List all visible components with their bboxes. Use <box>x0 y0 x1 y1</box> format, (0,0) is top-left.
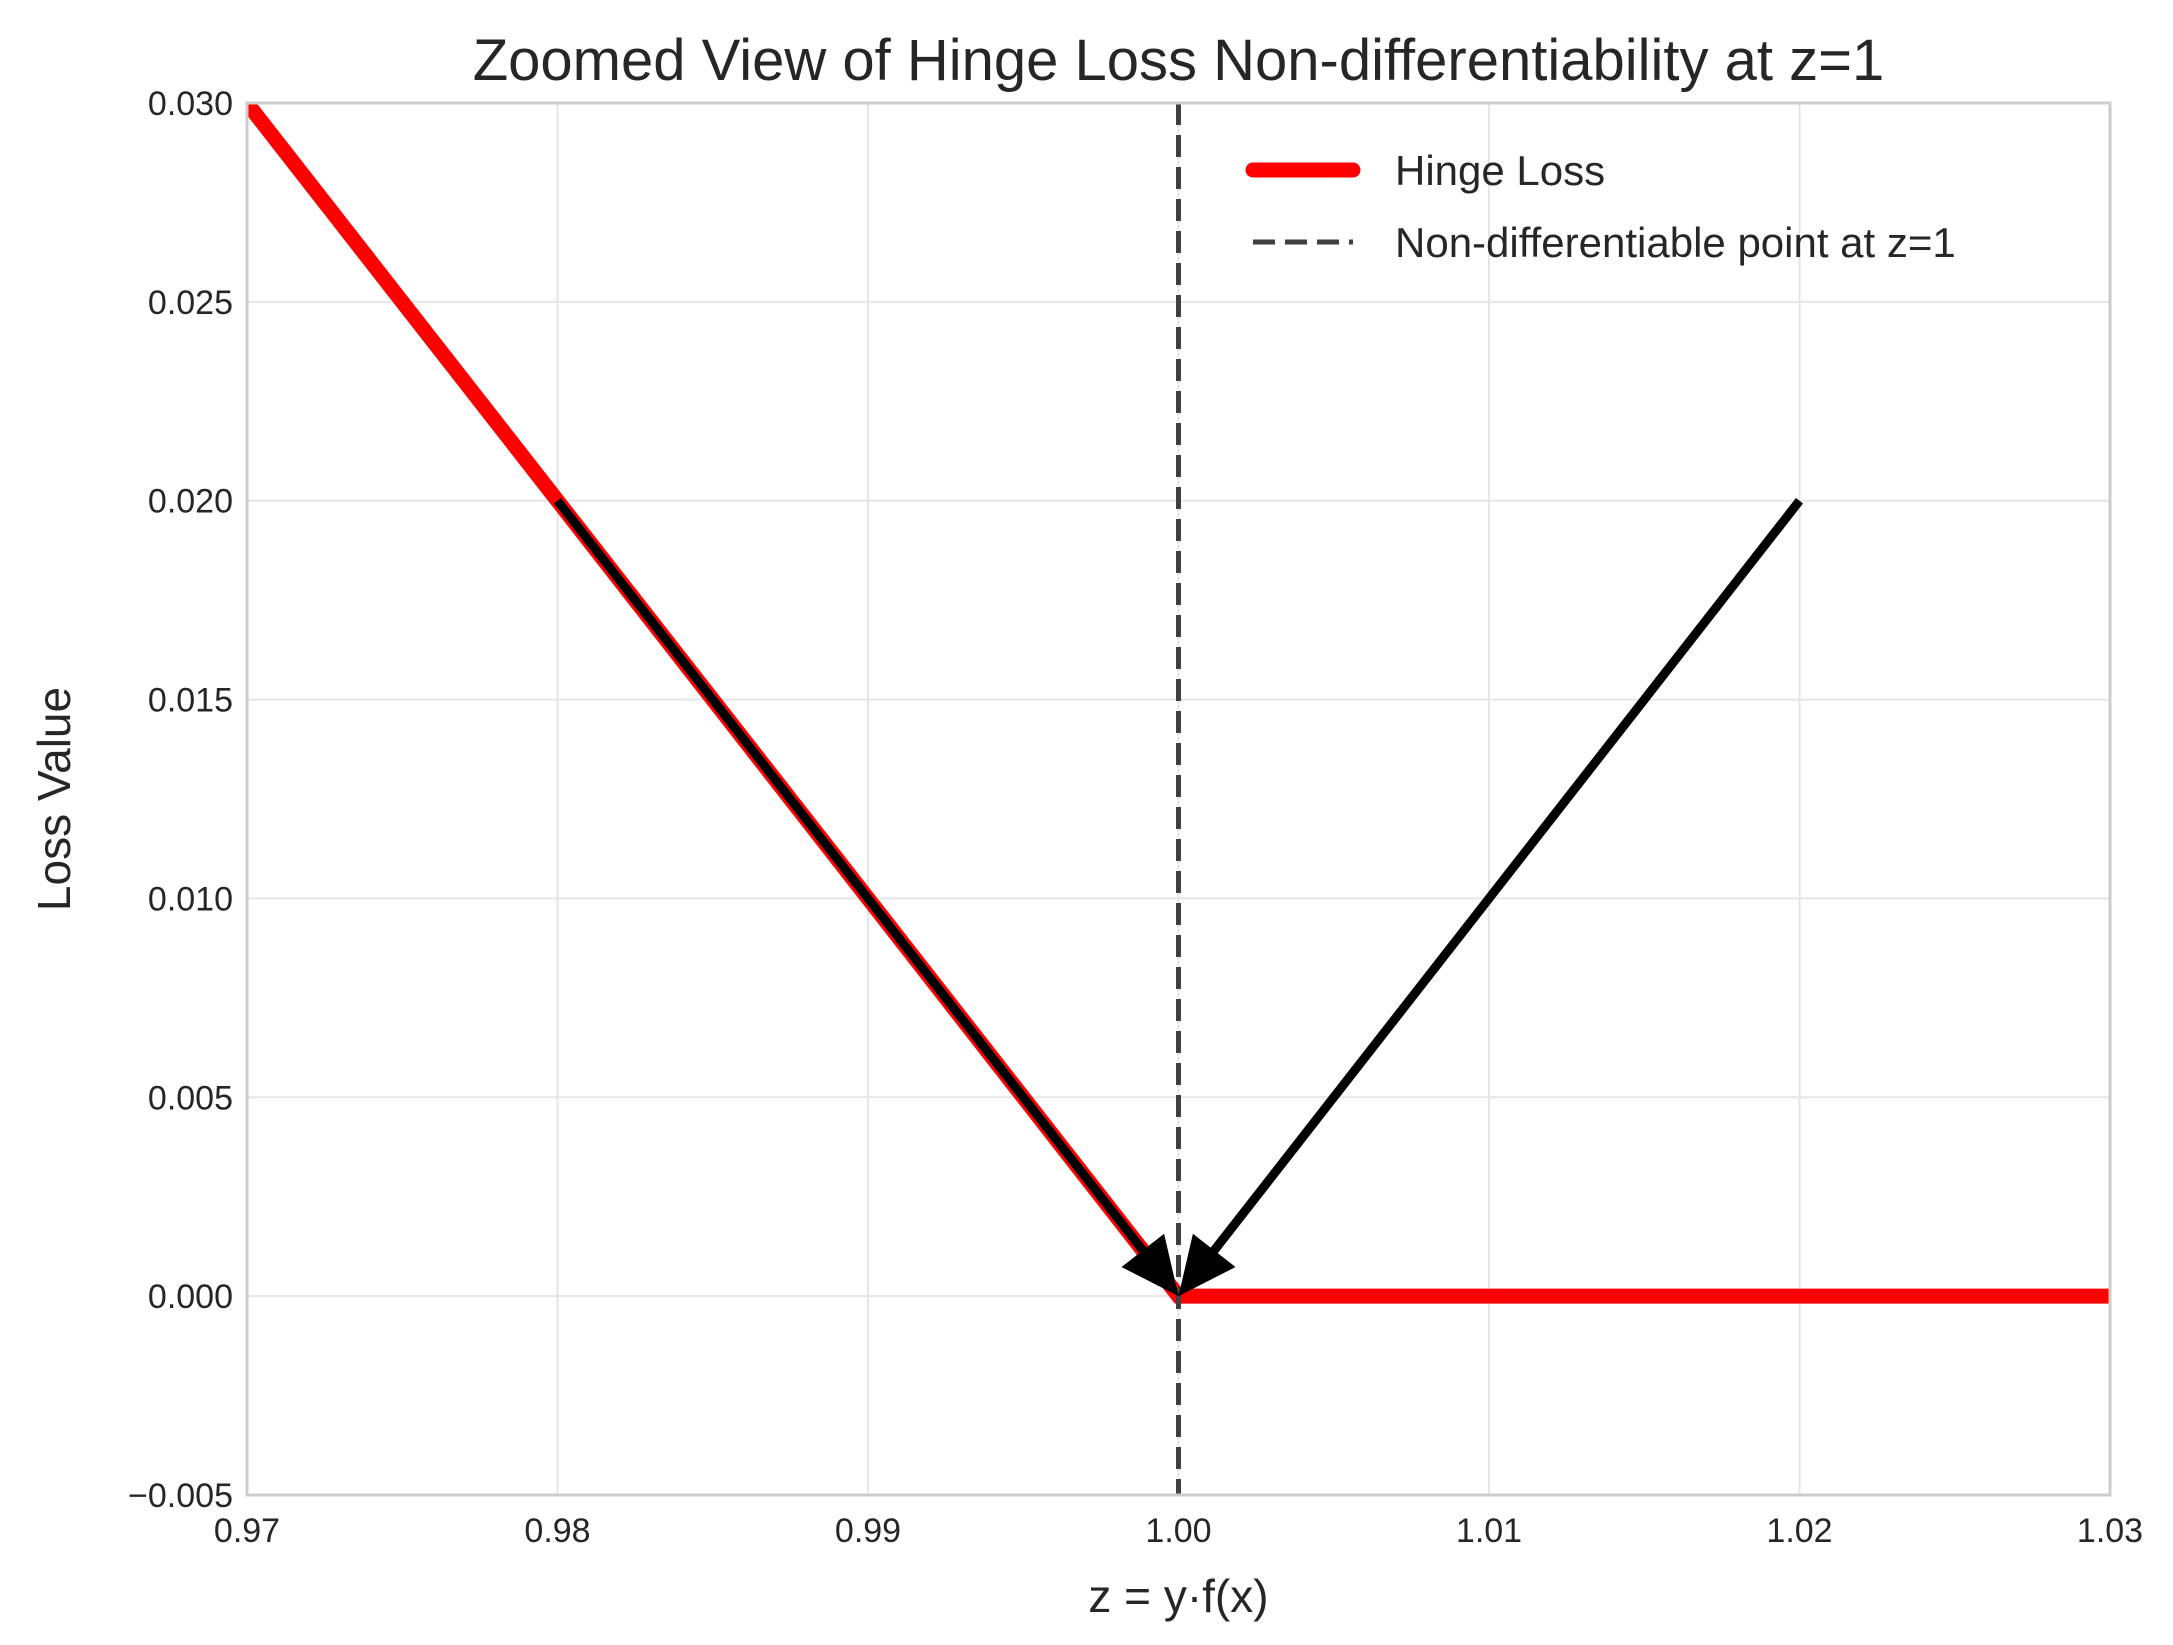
y-tick-label: 0.015 <box>148 682 233 720</box>
x-axis-label: z = y·f(x) <box>1088 1570 1268 1622</box>
x-tick-label: 0.99 <box>835 1512 901 1550</box>
arrow-head <box>1178 1233 1236 1297</box>
x-tick-label: 1.02 <box>1766 1512 1832 1550</box>
y-tick-label: 0.010 <box>148 880 233 918</box>
axes-border <box>245 101 2112 1497</box>
y-tick-label: 0.025 <box>148 284 233 322</box>
x-tick-label: 1.03 <box>2077 1512 2143 1550</box>
x-tick-label: 0.97 <box>214 1512 280 1550</box>
legend-label-reference-line: Non-differentiable point at z=1 <box>1395 219 1956 266</box>
legend-label-hinge-loss: Hinge Loss <box>1395 147 1605 194</box>
legend: Hinge Loss Non-differentiable point at z=… <box>1245 147 1956 266</box>
legend-entry-reference-line: Non-differentiable point at z=1 <box>1253 219 1956 266</box>
x-tick-label: 1.01 <box>1456 1512 1522 1550</box>
x-tick-label: 0.98 <box>524 1512 590 1550</box>
x-tick-label: 1.00 <box>1145 1512 1211 1550</box>
y-axis-label: Loss Value <box>28 687 80 911</box>
annotation-arrow <box>1178 497 1804 1297</box>
y-tick-label: 0.000 <box>148 1278 233 1316</box>
chart-title: Zoomed View of Hinge Loss Non-differenti… <box>473 28 1885 93</box>
arrow-shaft <box>553 497 1149 1257</box>
arrow-shaft <box>1208 497 1804 1257</box>
axes-frame <box>245 101 2112 1497</box>
arrow-head <box>1121 1233 1179 1297</box>
y-tick-label: 0.030 <box>148 85 233 123</box>
annotation-arrow <box>553 497 1179 1297</box>
tick-labels: 0.97 0.98 0.99 1.00 1.01 1.02 1.03 −0.005 0.000 0… <box>128 85 2143 1550</box>
y-tick-label: −0.005 <box>128 1477 233 1515</box>
plot-area <box>247 103 2110 1495</box>
legend-entry-hinge-loss: Hinge Loss <box>1245 147 1605 194</box>
y-tick-label: 0.005 <box>148 1079 233 1117</box>
y-tick-label: 0.020 <box>148 483 233 521</box>
